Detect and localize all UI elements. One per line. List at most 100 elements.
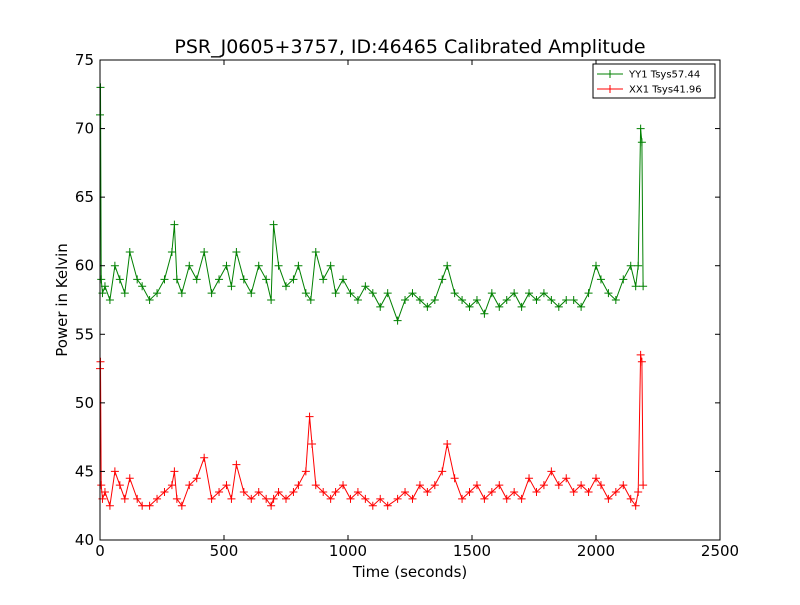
data-point (584, 289, 593, 298)
data-point (177, 289, 186, 298)
data-point (631, 501, 640, 510)
data-point (200, 248, 209, 256)
data-point (611, 296, 620, 304)
data-point (430, 481, 439, 490)
plot-area (100, 60, 720, 540)
data-point (110, 261, 119, 270)
data-point (294, 481, 303, 490)
data-point (596, 481, 605, 490)
data-point (637, 138, 646, 147)
data-point (554, 302, 563, 311)
data-point (430, 296, 439, 304)
data-point (443, 261, 452, 270)
data-point (110, 467, 119, 476)
data-point (596, 275, 605, 284)
data-point (480, 309, 489, 318)
data-point (138, 282, 147, 291)
data-point (192, 275, 201, 284)
data-point (207, 289, 216, 298)
data-point (423, 302, 432, 311)
data-point (532, 296, 541, 304)
x-tick-label: 2000 (577, 542, 615, 560)
data-point (160, 488, 169, 496)
data-point (215, 488, 224, 496)
data-point (619, 275, 628, 284)
y-tick-label: 45 (75, 462, 94, 480)
data-point (353, 296, 362, 304)
data-point (326, 494, 335, 503)
data-point (167, 248, 176, 256)
data-point (274, 488, 283, 496)
data-point (408, 289, 417, 298)
data-point (636, 350, 645, 359)
data-point (415, 481, 424, 490)
data-point (311, 248, 320, 256)
data-point (472, 481, 481, 490)
series-0 (96, 83, 648, 325)
data-point (611, 488, 620, 496)
data-point (120, 289, 129, 298)
data-point (247, 289, 256, 298)
x-tick-label: 500 (210, 542, 239, 560)
data-point (267, 501, 276, 510)
data-point (227, 494, 236, 503)
data-point (115, 275, 124, 284)
data-point (361, 282, 370, 291)
data-point (592, 261, 600, 270)
data-point (170, 220, 179, 229)
data-point (125, 474, 134, 483)
data-point (232, 460, 241, 469)
data-point (637, 357, 646, 366)
data-point (170, 467, 179, 476)
data-point (577, 481, 586, 490)
data-point (547, 467, 556, 476)
data-point (262, 494, 271, 503)
data-point (569, 296, 578, 304)
data-point (145, 296, 154, 304)
data-point (393, 316, 402, 325)
y-tick-label: 50 (75, 394, 94, 412)
data-point (639, 481, 648, 490)
data-point (306, 296, 315, 304)
data-point (604, 494, 613, 503)
data-point (626, 494, 635, 503)
series-line (99, 87, 644, 323)
data-point (487, 488, 496, 496)
data-point (319, 275, 328, 284)
data-point (185, 481, 194, 490)
legend-marker (606, 85, 614, 93)
data-point (97, 275, 106, 284)
tick-layer: 0 500 1000 1500 2000 2500 40 45 50 55 60 65 70 75 (75, 51, 739, 560)
data-point (634, 261, 643, 270)
data-point (294, 261, 303, 270)
data-point (100, 282, 109, 291)
data-point (331, 488, 340, 496)
data-point (133, 494, 142, 503)
data-point (133, 275, 142, 284)
data-point (458, 296, 467, 304)
data-point (465, 302, 474, 311)
data-point (539, 289, 548, 298)
data-point (192, 474, 201, 483)
data-point (577, 302, 586, 311)
data-point (222, 261, 231, 270)
data-point (289, 275, 298, 284)
y-tick-label: 40 (75, 531, 94, 549)
data-point (172, 275, 181, 284)
data-point (495, 302, 504, 311)
data-point (438, 275, 447, 284)
data-point (200, 453, 209, 462)
data-point (465, 488, 474, 496)
data-point (631, 282, 640, 291)
data-point (450, 289, 459, 298)
x-tick-label: 0 (95, 542, 105, 560)
data-point (383, 289, 392, 298)
series-1 (96, 350, 648, 510)
data-point (305, 412, 314, 421)
data-point (393, 494, 402, 503)
data-point (227, 282, 236, 291)
data-point (450, 474, 459, 483)
data-point (267, 296, 276, 304)
data-point (339, 275, 348, 284)
